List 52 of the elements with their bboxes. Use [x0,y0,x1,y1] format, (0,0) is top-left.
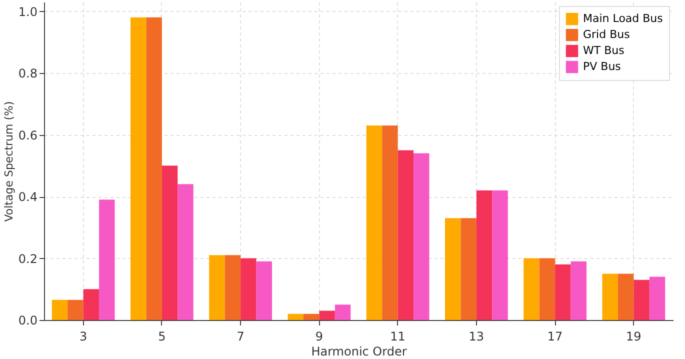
y-tick-label: 0.6 [18,128,38,142]
bar [398,150,414,320]
x-tick-label: 11 [390,330,406,344]
bar [288,314,304,320]
bar [618,274,634,320]
bar [162,166,178,320]
legend-label: PV Bus [583,60,622,73]
bar [602,274,618,320]
bar [256,261,272,320]
bar [52,300,68,320]
bar [178,184,194,320]
bar [492,190,508,320]
bar [382,125,398,320]
bar [240,258,256,320]
bar [224,255,241,320]
bar [570,261,587,320]
bar [303,314,320,320]
y-tick-label: 0.2 [18,252,38,266]
bar [68,300,84,320]
legend-label: Main Load Bus [583,12,664,25]
bar [555,264,571,320]
bar [444,218,461,320]
x-tick-label: 7 [236,330,244,344]
legend-label: Grid Bus [583,28,630,41]
x-tick-label: 3 [79,330,88,344]
x-tick-label: 9 [315,330,324,344]
bar [366,125,382,320]
bar [146,17,162,320]
bar [460,218,476,320]
legend-label: WT Bus [583,44,625,57]
x-tick-label: 19 [626,330,642,344]
bar [319,310,335,320]
bar [334,304,351,320]
bar [634,280,650,320]
x-tick-label: 13 [468,330,484,344]
bar [649,276,666,320]
x-tick-label: 17 [547,330,563,344]
x-axis-title: Harmonic Order [311,344,407,358]
y-tick-label: 0.8 [18,66,38,81]
bar [539,258,556,320]
y-tick-label: 0.4 [18,190,38,204]
y-tick-label: 0.0 [18,314,38,328]
bar [99,200,115,320]
x-tick-label: 5 [158,330,166,344]
bar [209,255,225,320]
bar [524,258,540,320]
bar [83,289,100,320]
bar [476,190,492,320]
bar [414,153,430,320]
bar [130,17,146,320]
y-tick-label: 1.0 [18,4,38,19]
y-axis-title: Voltage Spectrum (%) [2,101,16,222]
